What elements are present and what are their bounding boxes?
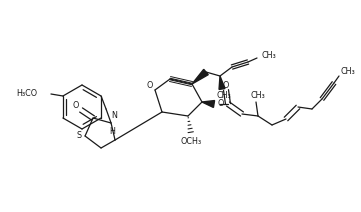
Polygon shape xyxy=(219,76,225,89)
Text: H₃CO: H₃CO xyxy=(16,89,37,99)
Text: CH₃: CH₃ xyxy=(262,50,277,60)
Text: CH₃: CH₃ xyxy=(217,91,231,99)
Text: O: O xyxy=(73,102,79,110)
Polygon shape xyxy=(192,69,208,84)
Text: CH₃: CH₃ xyxy=(341,67,355,75)
Text: OCH₃: OCH₃ xyxy=(180,137,201,145)
Text: O: O xyxy=(218,99,225,107)
Text: H: H xyxy=(109,127,115,137)
Polygon shape xyxy=(202,100,214,107)
Text: O: O xyxy=(147,81,153,91)
Text: CH₃: CH₃ xyxy=(251,91,265,99)
Text: N: N xyxy=(111,112,117,120)
Text: O: O xyxy=(223,81,229,89)
Text: S: S xyxy=(77,131,82,139)
